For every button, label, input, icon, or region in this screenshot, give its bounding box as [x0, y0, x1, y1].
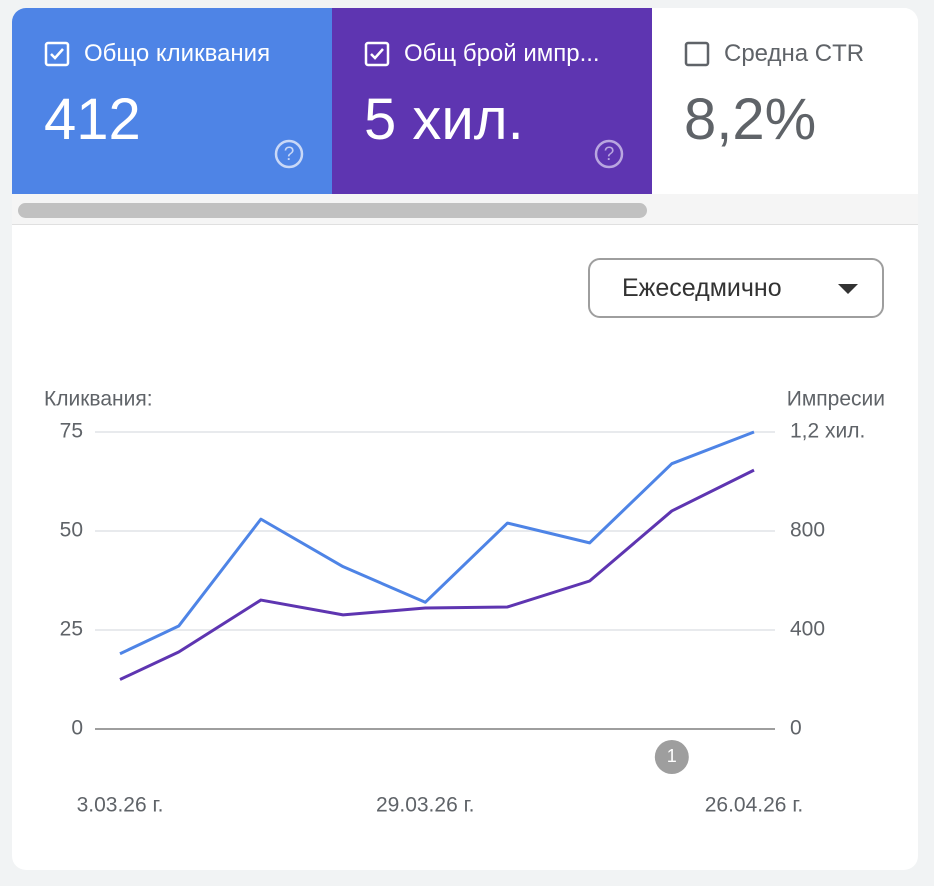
svg-text:?: ? — [284, 144, 295, 165]
metric-label: Средна CTR — [724, 40, 865, 67]
annotation-marker[interactable] — [654, 740, 689, 774]
y2-tick-label: 0 — [790, 717, 802, 740]
scroll-thumb[interactable] — [18, 203, 647, 218]
checkbox[interactable] — [44, 41, 70, 67]
series-line — [119, 468, 755, 681]
y-tick-label: 0 — [71, 717, 83, 740]
metric-value: 412 — [44, 87, 141, 152]
help-icon[interactable]: ? — [274, 139, 304, 169]
metric-value: 5 хил. — [364, 87, 524, 152]
metric-value: 8,2% — [684, 87, 817, 152]
metric-card[interactable]: Общо кликвания 412 ? — [12, 8, 332, 194]
checkbox[interactable] — [364, 41, 390, 67]
series-line — [119, 430, 755, 656]
x-tick-label: 26.04.26 г. — [705, 794, 804, 817]
y2-tick-label: 1,2 хил. — [790, 420, 865, 443]
y-tick-label: 25 — [60, 618, 83, 641]
checkbox[interactable] — [684, 41, 710, 67]
metric-card[interactable]: Общ брой импр... 5 хил. ? — [332, 8, 652, 194]
y-tick-label: 50 — [60, 519, 83, 542]
period-dropdown[interactable]: Ежеседмично — [588, 258, 884, 318]
metric-card[interactable]: Средна CTR 8,2% — [652, 8, 918, 194]
dropdown-label: Ежеседмично — [622, 273, 782, 302]
help-icon[interactable]: ? — [594, 139, 624, 169]
y-tick-label: 75 — [60, 420, 83, 443]
performance-card: Общо кликвания 412 ? Общ брой импр... 5 … — [12, 8, 918, 870]
annotation-label: 1 — [667, 746, 677, 766]
svg-text:?: ? — [604, 144, 615, 165]
y-axis-title: Кликвания: — [44, 388, 153, 411]
y2-tick-label: 800 — [790, 519, 825, 542]
y2-tick-label: 400 — [790, 618, 825, 641]
metric-label: Общо кликвания — [84, 40, 271, 67]
x-tick-label: 3.03.26 г. — [77, 794, 164, 817]
x-tick-label: 29.03.26 г. — [376, 794, 475, 817]
y2-axis-title: Импресии — [787, 388, 885, 411]
metric-label: Общ брой импр... — [404, 40, 600, 67]
scrollbar[interactable] — [12, 194, 918, 225]
dropdown-caret — [838, 284, 858, 294]
